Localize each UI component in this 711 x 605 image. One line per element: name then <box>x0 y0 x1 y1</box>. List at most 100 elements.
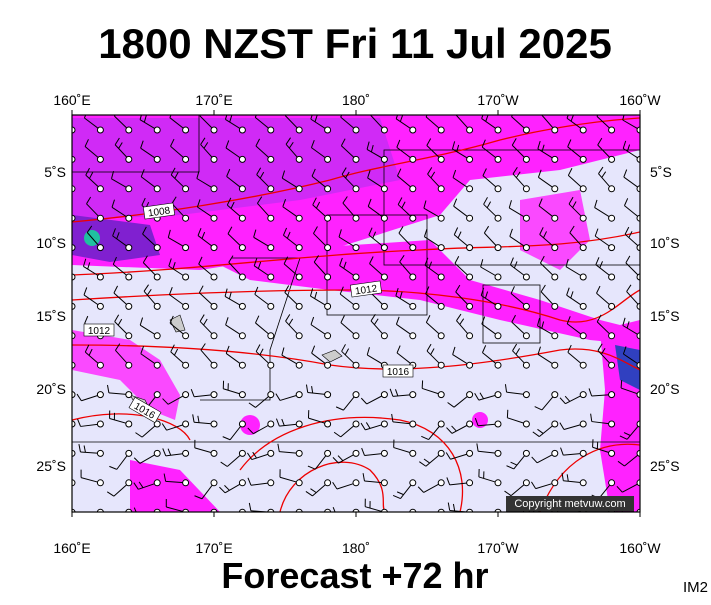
barb-station <box>353 186 359 192</box>
barb-station <box>268 421 274 427</box>
lon-label-bottom: 170˚W <box>477 540 519 556</box>
barb-station <box>410 245 416 251</box>
barb-station <box>183 450 189 456</box>
barb-station <box>523 421 529 427</box>
barb-station <box>580 245 586 251</box>
barb-station <box>609 392 615 398</box>
barb-station <box>523 127 529 133</box>
barb-station <box>239 215 245 221</box>
barb-station <box>467 127 473 133</box>
barb-station <box>183 245 189 251</box>
barb-station <box>268 392 274 398</box>
barb-station <box>495 450 501 456</box>
barb-station <box>97 421 103 427</box>
barb-station <box>268 274 274 280</box>
barb-station <box>467 215 473 221</box>
barb-station <box>438 450 444 456</box>
barb-station <box>495 333 501 339</box>
barb-station <box>126 421 132 427</box>
barb-station <box>381 392 387 398</box>
barb-station <box>609 245 615 251</box>
barb-station <box>268 245 274 251</box>
barb-station <box>495 480 501 486</box>
barb-station <box>410 392 416 398</box>
barb-station <box>552 362 558 368</box>
barb-station <box>609 215 615 221</box>
barb-station <box>325 186 331 192</box>
barb-station <box>211 303 217 309</box>
barb-station <box>438 215 444 221</box>
barb-station <box>609 333 615 339</box>
barb-station <box>239 392 245 398</box>
barb-station <box>211 127 217 133</box>
barb-station <box>467 392 473 398</box>
barb-station <box>126 274 132 280</box>
barb-station <box>183 186 189 192</box>
barb-station <box>438 156 444 162</box>
barb-station <box>467 274 473 280</box>
barb-station <box>97 186 103 192</box>
barb-station <box>438 362 444 368</box>
barb-station <box>381 156 387 162</box>
barb-station <box>211 156 217 162</box>
barb-station <box>296 127 302 133</box>
barb-station <box>381 480 387 486</box>
barb-station <box>609 156 615 162</box>
title: 1800 NZST Fri 11 Jul 2025 <box>98 20 612 67</box>
barb-station <box>325 215 331 221</box>
barb-station <box>97 362 103 368</box>
barb-station <box>97 303 103 309</box>
barb-station <box>239 245 245 251</box>
barb-station <box>154 274 160 280</box>
barb-station <box>495 127 501 133</box>
barb-station <box>495 215 501 221</box>
barb-station <box>381 215 387 221</box>
barb-station <box>97 215 103 221</box>
barb-station <box>325 392 331 398</box>
barb-station <box>552 421 558 427</box>
lat-label-right: 25˚S <box>650 458 680 474</box>
barb-station <box>381 450 387 456</box>
barb-station <box>97 480 103 486</box>
barb-station <box>552 274 558 280</box>
barb-station <box>410 421 416 427</box>
barb-station <box>580 362 586 368</box>
barb-station <box>239 156 245 162</box>
isobar-label: 1012 <box>88 326 111 337</box>
lon-label-top: 160˚W <box>619 92 661 108</box>
barb-station <box>211 274 217 280</box>
barb-station <box>239 450 245 456</box>
barb-station <box>97 127 103 133</box>
barb-station <box>239 303 245 309</box>
barb-station <box>126 362 132 368</box>
barb-station <box>353 245 359 251</box>
barb-station <box>126 450 132 456</box>
barb-station <box>467 333 473 339</box>
barb-station <box>609 186 615 192</box>
barb-station <box>154 127 160 133</box>
lat-label-left: 15˚S <box>36 308 66 324</box>
barb-station <box>552 186 558 192</box>
barb-station <box>438 274 444 280</box>
barb-station <box>239 333 245 339</box>
barb-station <box>552 333 558 339</box>
barb-station <box>438 303 444 309</box>
barb-station <box>381 333 387 339</box>
lat-label-right: 10˚S <box>650 235 680 251</box>
barb-station <box>467 156 473 162</box>
barb-station <box>325 421 331 427</box>
barb-station <box>154 186 160 192</box>
lon-label-top: 170˚W <box>477 92 519 108</box>
barb-station <box>381 274 387 280</box>
barb-station <box>609 450 615 456</box>
barb-station <box>438 421 444 427</box>
barb-station <box>580 215 586 221</box>
barb-station <box>296 450 302 456</box>
barb-station <box>495 362 501 368</box>
barb-station <box>154 480 160 486</box>
lon-label-top: 170˚E <box>195 92 232 108</box>
barb-station <box>126 392 132 398</box>
barb-station <box>325 303 331 309</box>
barb-station <box>296 303 302 309</box>
barb-station <box>296 333 302 339</box>
